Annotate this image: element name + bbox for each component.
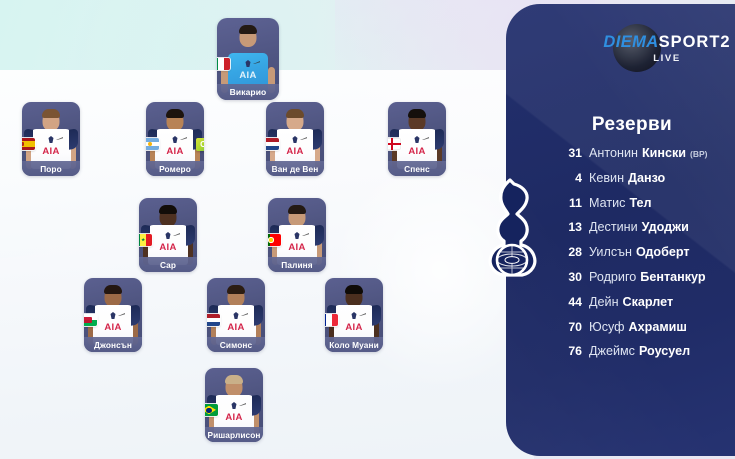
player-card[interactable]: AIA C Ромеро bbox=[146, 102, 204, 176]
substitute-last-name: Скарлет bbox=[622, 294, 674, 309]
player-card[interactable]: AIA Палиня bbox=[268, 198, 326, 272]
substitute-number: 44 bbox=[568, 294, 582, 309]
logo-wordmark: DIEMASPORT2 bbox=[603, 34, 731, 51]
substitute-row: 4 Кевин Данзо bbox=[560, 171, 735, 196]
flag-icon bbox=[22, 138, 35, 150]
substitute-first-name: Дестини bbox=[589, 220, 638, 235]
player-portrait: AIA bbox=[217, 18, 279, 100]
player-name: Сар bbox=[139, 257, 197, 272]
substitute-first-name: Антонин bbox=[589, 146, 638, 160]
logo-diema-text: DIEMA bbox=[603, 33, 659, 51]
flag-icon bbox=[84, 314, 97, 326]
substitute-number: 13 bbox=[568, 220, 582, 235]
flag-icon bbox=[268, 234, 281, 246]
substitute-first-name: Дейн bbox=[589, 294, 619, 309]
captain-badge-icon: C bbox=[196, 138, 204, 151]
substitute-first-name: Уилсън bbox=[589, 245, 632, 260]
substitute-number: 30 bbox=[568, 269, 582, 284]
player-card[interactable]: AIA Ван де Вен bbox=[266, 102, 324, 176]
substitute-row: 70 Юсуф Ахрамиш bbox=[560, 320, 735, 345]
substitute-first-name: Кевин bbox=[589, 170, 625, 185]
player-name: Ромеро bbox=[146, 161, 204, 176]
substitute-first-name: Матис bbox=[589, 195, 626, 210]
substitute-row: 76 Джеймс Роусуел bbox=[560, 344, 735, 369]
player-card[interactable]: AIA Викарио bbox=[217, 18, 279, 100]
substitute-number: 70 bbox=[568, 319, 582, 334]
player-name: Ришарлисон bbox=[205, 427, 263, 442]
logo-sphere-icon bbox=[613, 24, 661, 72]
player-name: Симонс bbox=[207, 337, 265, 352]
substitute-row: 31 Антонин Кински (ВР) bbox=[560, 146, 735, 171]
substitute-last-name: Роусуел bbox=[638, 344, 691, 359]
flag-icon bbox=[207, 314, 220, 326]
flag-icon bbox=[266, 138, 279, 150]
substitute-first-name: Юсуф bbox=[589, 319, 625, 334]
player-name: Палиня bbox=[268, 257, 326, 272]
substitute-row: 44 Дейн Скарлет bbox=[560, 295, 735, 320]
substitute-number: 11 bbox=[569, 195, 582, 210]
substitute-first-name: Родриго bbox=[589, 269, 637, 284]
substitute-number: 4 bbox=[575, 170, 582, 185]
player-card[interactable]: AIA Сар bbox=[139, 198, 197, 272]
substitute-last-name: Одоберт bbox=[635, 245, 690, 260]
substitutes-panel bbox=[506, 4, 735, 456]
substitute-position-suffix: (ВР) bbox=[690, 149, 708, 159]
player-card[interactable]: AIA Джонсън bbox=[84, 278, 142, 352]
substitute-number: 28 bbox=[568, 245, 582, 260]
player-name: Джонсън bbox=[84, 337, 142, 352]
player-card[interactable]: AIA Коло Муани bbox=[325, 278, 383, 352]
substitute-row: 30 Родриго Бентанкур bbox=[560, 270, 735, 295]
flag-icon bbox=[388, 138, 401, 150]
player-name: Ван де Вен bbox=[266, 161, 324, 176]
player-card[interactable]: AIA Ришарлисон bbox=[205, 368, 263, 442]
substitute-number: 31 bbox=[568, 146, 582, 160]
substitute-last-name: Удоджи bbox=[641, 220, 689, 235]
substitute-last-name: Тел bbox=[629, 195, 652, 210]
flag-icon bbox=[139, 234, 152, 246]
substitute-row: 13 Дестини Удоджи bbox=[560, 220, 735, 245]
broadcaster-logo: DIEMASPORT2 LIVE bbox=[603, 24, 731, 78]
player-name: Коло Муани bbox=[325, 337, 383, 352]
logo-live-badge: LIVE bbox=[653, 53, 681, 64]
substitute-first-name: Джеймс bbox=[589, 344, 635, 359]
substitute-row: 11 Матис Тел bbox=[560, 196, 735, 221]
player-name: Спенс bbox=[388, 161, 446, 176]
substitute-last-name: Кински bbox=[641, 146, 687, 160]
flag-icon bbox=[217, 58, 230, 70]
tottenham-hotspur-crest-icon bbox=[470, 176, 554, 280]
substitute-last-name: Данзо bbox=[628, 170, 666, 185]
player-card[interactable]: AIA Спенс bbox=[388, 102, 446, 176]
player-name: Викарио bbox=[217, 84, 279, 100]
substitute-row: 28 Уилсън Одоберт bbox=[560, 245, 735, 270]
flag-icon bbox=[325, 314, 338, 326]
substitutes-list: 31 Антонин Кински (ВР) 4 Кевин Данзо 11 Матис Тел… bbox=[560, 146, 735, 369]
player-card[interactable]: AIA Поро bbox=[22, 102, 80, 176]
logo-sport-text: SPORT2 bbox=[658, 33, 731, 51]
substitutes-title: Резерви bbox=[591, 114, 673, 135]
substitute-number: 76 bbox=[568, 344, 582, 359]
substitute-last-name: Бентанкур bbox=[640, 269, 706, 284]
substitute-last-name: Ахрамиш bbox=[628, 319, 687, 334]
player-name: Поро bbox=[22, 161, 80, 176]
player-card[interactable]: AIA Симонс bbox=[207, 278, 265, 352]
flag-icon bbox=[146, 138, 159, 150]
flag-icon bbox=[205, 404, 218, 416]
